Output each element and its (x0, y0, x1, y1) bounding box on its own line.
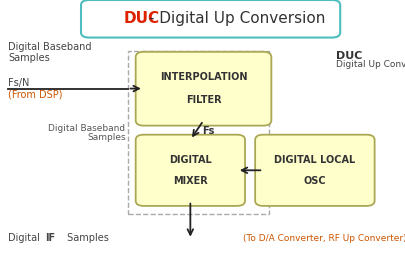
Text: Digital Up Converter: Digital Up Converter (336, 60, 405, 69)
Text: Samples: Samples (8, 53, 50, 63)
Text: INTERPOLATION: INTERPOLATION (160, 72, 247, 82)
Text: - Digital Up Conversion: - Digital Up Conversion (144, 11, 325, 26)
Text: Fs: Fs (202, 126, 215, 136)
Text: FILTER: FILTER (186, 95, 221, 105)
FancyBboxPatch shape (81, 0, 340, 38)
Text: Fs/N: Fs/N (8, 78, 30, 88)
FancyBboxPatch shape (136, 135, 245, 206)
Text: Samples: Samples (87, 133, 126, 142)
Text: OSC: OSC (304, 176, 326, 186)
Text: Digital Baseband: Digital Baseband (49, 124, 126, 133)
Text: (To D/A Converter, RF Up Converter): (To D/A Converter, RF Up Converter) (243, 234, 405, 243)
Text: DIGITAL LOCAL: DIGITAL LOCAL (274, 155, 356, 165)
FancyBboxPatch shape (255, 135, 375, 206)
Text: IF: IF (45, 233, 55, 243)
FancyBboxPatch shape (136, 52, 271, 126)
Text: DIGITAL: DIGITAL (169, 155, 212, 165)
Text: MIXER: MIXER (173, 176, 208, 186)
Text: Samples: Samples (64, 233, 109, 243)
Text: DUC: DUC (124, 11, 160, 26)
Text: Digital: Digital (8, 233, 43, 243)
Text: (From DSP): (From DSP) (8, 90, 63, 99)
Text: Digital Baseband: Digital Baseband (8, 42, 92, 52)
Text: DUC: DUC (336, 51, 362, 61)
